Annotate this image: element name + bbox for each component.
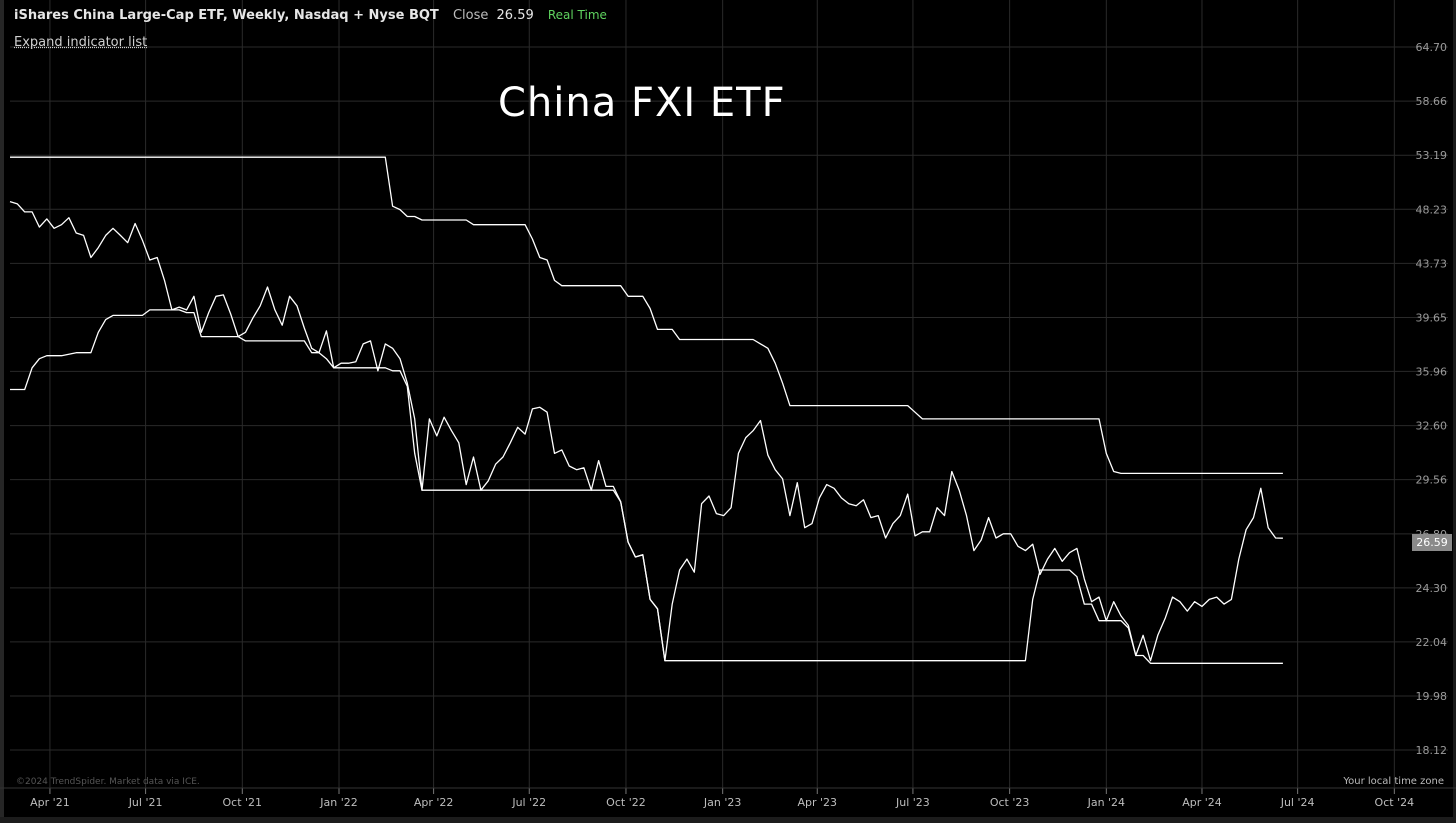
y-tick-label: 48.23 [1416, 203, 1448, 216]
x-tick-label: Apr '23 [797, 796, 837, 809]
timezone-label[interactable]: Your local time zone [1343, 776, 1444, 787]
x-tick-label: Apr '22 [414, 796, 454, 809]
copyright-note: ©2024 TrendSpider. Market data via ICE. [16, 777, 200, 787]
x-tick-label: Oct '23 [990, 796, 1030, 809]
bottom-scrollbar[interactable] [0, 817, 1456, 823]
chart-grid [10, 0, 1448, 788]
x-tick-label: Oct '22 [606, 796, 646, 809]
chart-header: iShares China Large-Cap ETF, Weekly, Nas… [14, 8, 607, 23]
overlay-title: China FXI ETF [498, 80, 786, 126]
y-tick-label: 19.98 [1416, 690, 1448, 703]
x-tick-label: Apr '21 [30, 796, 70, 809]
price-line [9, 200, 1283, 662]
y-tick-label: 32.60 [1416, 420, 1448, 433]
x-tick-label: Jan '24 [1087, 796, 1125, 809]
y-tick-label: 58.66 [1416, 95, 1448, 108]
y-tick-label: 22.04 [1416, 636, 1448, 649]
x-tick-label: Oct '24 [1375, 796, 1415, 809]
close-value: 26.59 [496, 8, 534, 23]
y-tick-label: 29.56 [1416, 474, 1448, 487]
y-tick-label: 39.65 [1416, 311, 1448, 324]
y-tick-label: 18.12 [1416, 744, 1448, 757]
x-tick-label: Jul '23 [895, 796, 930, 809]
x-tick-label: Apr '24 [1182, 796, 1222, 809]
left-frame-border [0, 0, 4, 823]
upper-band-line [10, 156, 1283, 475]
x-tick-label: Oct '21 [223, 796, 263, 809]
right-frame-border [1453, 0, 1456, 823]
lower-band-line [10, 309, 1283, 664]
realtime-badge: Real Time [547, 8, 607, 22]
y-axis: 64.70 58.66 53.19 48.23 43.73 39.65 35.96 32.60… [1416, 41, 1448, 757]
x-tick-label: Jan '22 [319, 796, 357, 809]
expand-indicator-list-link[interactable]: Expand indicator list [14, 35, 148, 50]
chart-series [9, 156, 1283, 664]
x-tick-label: Jul '21 [128, 796, 163, 809]
instrument-title: iShares China Large-Cap ETF, Weekly, Nas… [14, 8, 439, 23]
x-axis: Apr '21 Jul '21 Oct '21 Jan '22 Apr '22 Jul '… [0, 787, 1456, 809]
close-label: Close [452, 8, 489, 23]
y-tick-label: 53.19 [1416, 149, 1448, 162]
x-tick-label: Jul '24 [1280, 796, 1315, 809]
y-tick-label: 24.30 [1416, 582, 1448, 595]
last-price-tag: 26.59 [1412, 534, 1452, 551]
y-tick-label: 35.96 [1416, 365, 1448, 378]
y-tick-label: 64.70 [1416, 41, 1448, 54]
x-tick-label: Jul '22 [511, 796, 546, 809]
x-tick-label: Jan '23 [703, 796, 741, 809]
y-tick-label: 43.73 [1416, 257, 1448, 270]
